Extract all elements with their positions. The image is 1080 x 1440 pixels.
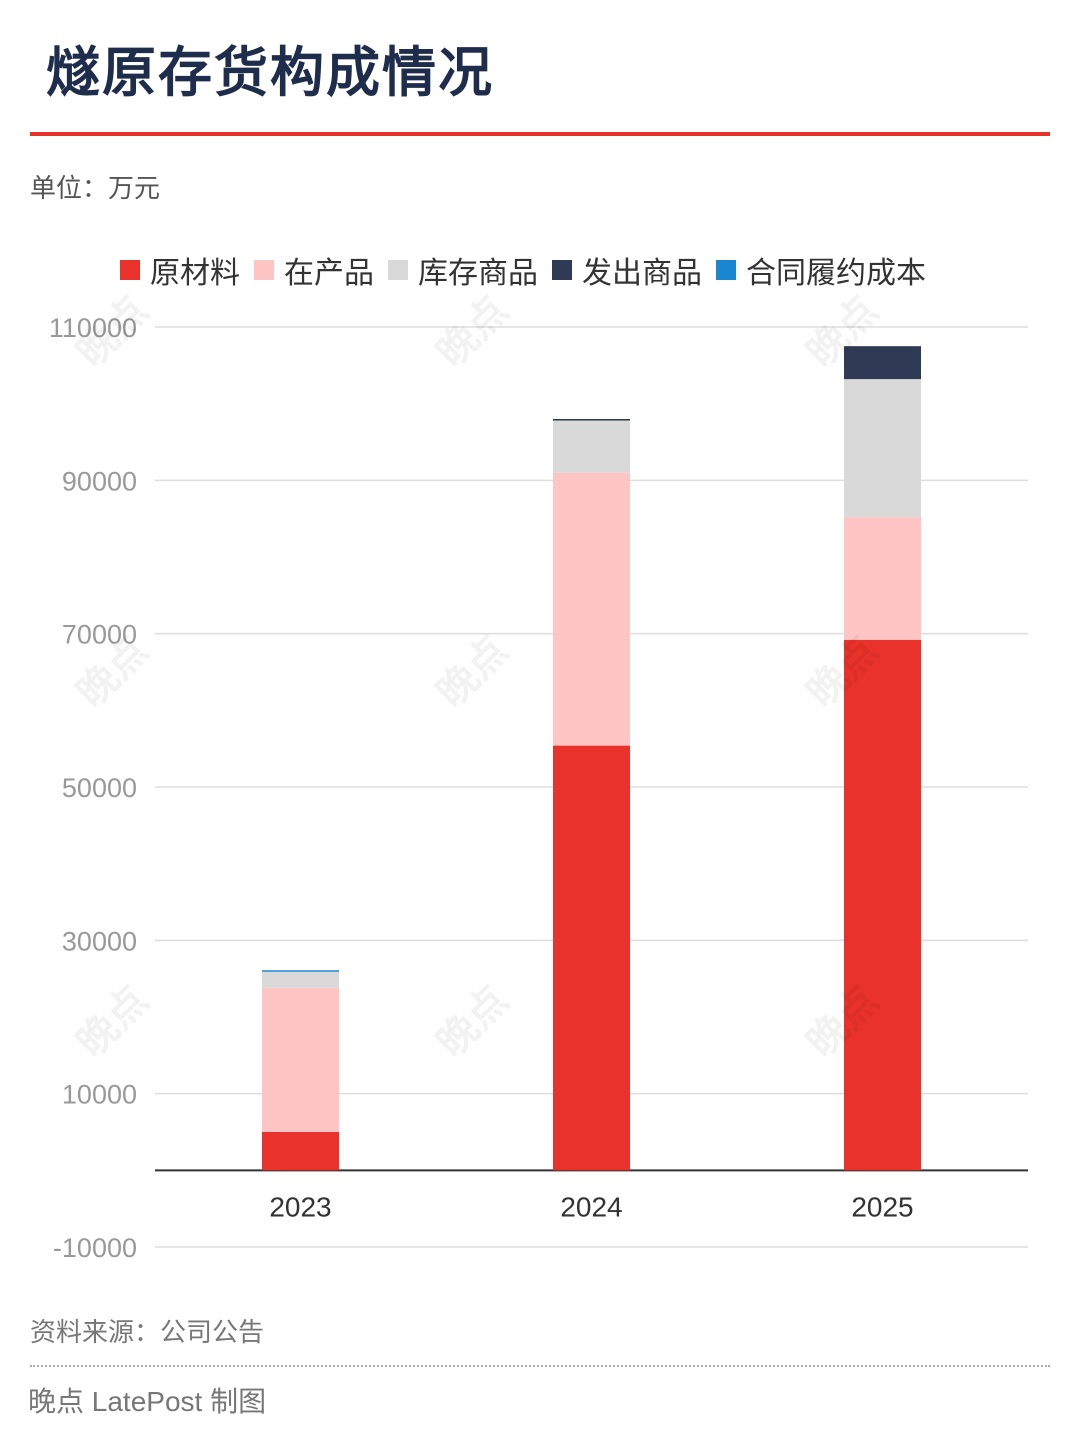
bar-segment [844,379,921,518]
footer-divider [30,1365,1050,1367]
legend-label-contract-cost: 合同履约成本 [746,257,926,290]
legend-swatch-shipped-goods [552,260,572,280]
bar-segment [262,1132,339,1171]
legend-item-contract-cost: 合同履约成本 [716,248,926,292]
legend-label-wip: 在产品 [284,257,374,290]
legend-swatch-raw-materials [120,260,140,280]
bar-segment [553,472,630,746]
unit-label: 单位：万元 [30,173,161,203]
legend-item-wip: 在产品 [254,248,374,292]
bar-segment [553,420,630,473]
bar-segment [844,639,921,1171]
x-tick-label: 2024 [560,1191,622,1222]
y-tick-label: -10000 [53,1233,137,1263]
bar-segment [262,970,339,972]
legend-swatch-stock-goods [388,260,408,280]
y-tick-label: 70000 [62,620,137,650]
source-note: 资料来源：公司公告 [30,1317,265,1347]
legend-label-stock-goods: 库存商品 [418,257,538,290]
y-tick-label: 10000 [62,1080,137,1110]
bar-segment [262,971,339,988]
x-tick-label: 2023 [269,1191,331,1222]
y-tick-label: 90000 [62,466,137,496]
bar-segment [553,745,630,1171]
legend-item-shipped-goods: 发出商品 [552,248,702,292]
bar-segment [262,987,339,1132]
legend-swatch-contract-cost [716,260,736,280]
stacked-bar-chart: 110000 90000 70000 50000 30000 10000 -10000 202… [49,313,1028,1263]
credit-note: 晚点 LatePost 制图 [28,1386,267,1417]
legend-label-shipped-goods: 发出商品 [582,257,702,290]
legend-item-raw-materials: 原材料 [120,248,240,292]
bar-segment [844,346,921,380]
y-tick-label: 110000 [49,313,137,343]
legend-item-stock-goods: 库存商品 [388,248,538,292]
y-tick-label: 50000 [62,773,137,803]
bar-segment [553,419,630,421]
legend-swatch-wip [254,260,274,280]
legend: 原材料 在产品 库存商品 发出商品 合同履约成本 [120,250,940,290]
chart-title: 燧原存货构成情况 [46,43,494,103]
x-tick-label: 2025 [851,1191,913,1222]
title-divider [30,132,1050,136]
bar-segment [844,517,921,640]
y-tick-label: 30000 [62,926,137,956]
legend-label-raw-materials: 原材料 [150,257,240,290]
